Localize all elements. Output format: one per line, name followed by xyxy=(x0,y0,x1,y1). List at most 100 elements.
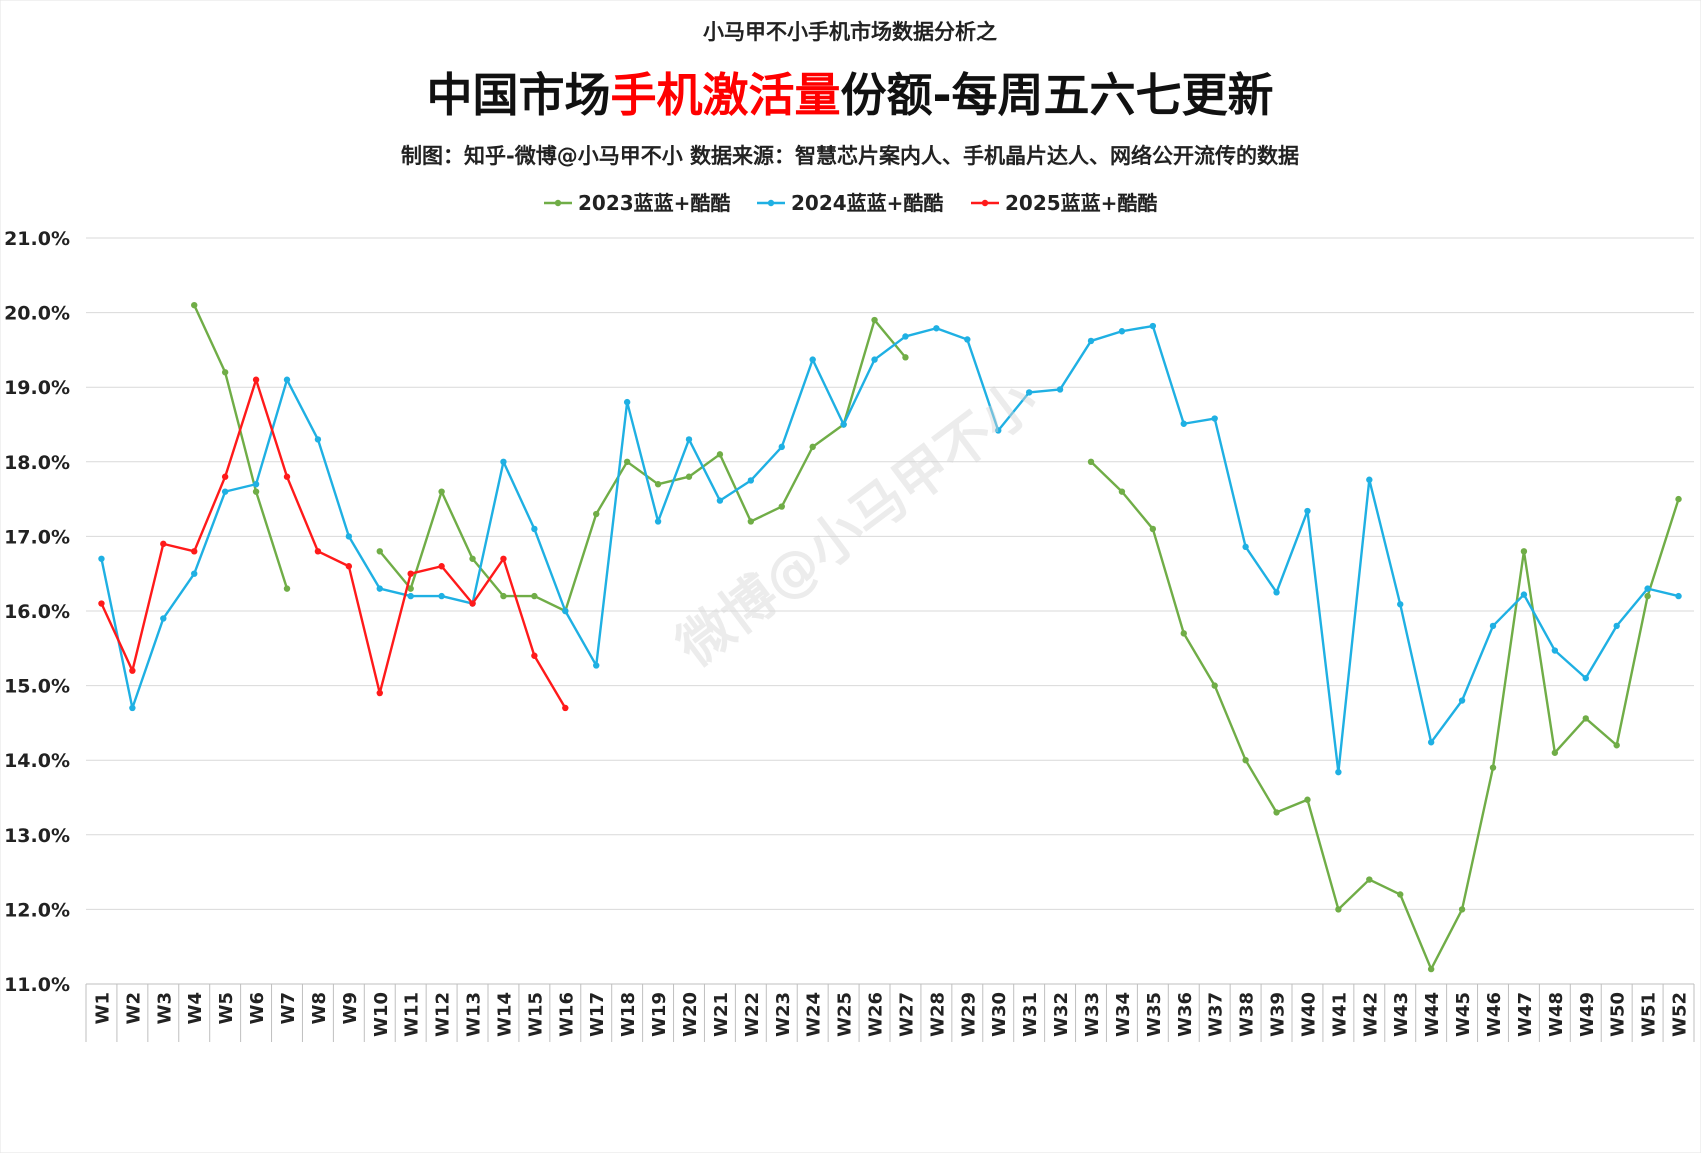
x-tick-label: W48 xyxy=(1546,992,1567,1037)
x-tick-label: W50 xyxy=(1608,992,1629,1037)
data-point xyxy=(1397,891,1404,898)
data-point xyxy=(376,585,383,592)
legend-swatch-marker xyxy=(981,199,989,207)
data-point xyxy=(747,477,755,484)
data-point xyxy=(1087,337,1095,345)
data-point xyxy=(1520,548,1528,555)
x-tick-label: W32 xyxy=(1051,992,1072,1037)
x-tick-label: W31 xyxy=(1020,992,1041,1037)
data-point xyxy=(1582,715,1589,722)
data-point xyxy=(871,356,878,363)
data-point xyxy=(1366,876,1373,883)
data-point xyxy=(283,585,291,592)
x-tick-label: W43 xyxy=(1391,992,1412,1037)
data-point xyxy=(1211,682,1218,689)
y-axis-ticks: 11.0% 12.0% 13.0% 14.0% 15.0% 16.0% 17.0% 18.0%… xyxy=(4,228,70,996)
data-point xyxy=(1397,601,1404,608)
data-point xyxy=(469,555,476,562)
data-point xyxy=(1644,585,1651,592)
data-point xyxy=(531,592,538,600)
data-point xyxy=(376,689,383,697)
y-tick-label: 15.0% xyxy=(4,676,70,698)
data-point xyxy=(531,525,538,533)
x-tick-label: W38 xyxy=(1237,992,1258,1037)
x-tick-label: W10 xyxy=(371,992,392,1037)
x-tick-label: W26 xyxy=(866,992,887,1037)
chart-title-highlight: 手机激活量 xyxy=(610,68,840,122)
data-point xyxy=(531,652,538,659)
data-point xyxy=(1551,749,1559,756)
data-point xyxy=(593,510,600,518)
x-tick-label: W45 xyxy=(1453,992,1474,1037)
chart-subtitle: 小马甲不小手机市场数据分析之 xyxy=(703,20,997,44)
series-line xyxy=(100,324,1679,774)
data-point xyxy=(1675,592,1682,600)
data-point xyxy=(252,376,260,383)
data-point xyxy=(1427,965,1435,973)
data-point xyxy=(1613,622,1620,630)
x-tick-label: W39 xyxy=(1268,992,1289,1037)
data-point xyxy=(933,325,940,332)
data-point xyxy=(1180,420,1187,427)
x-tick-label: W40 xyxy=(1298,992,1319,1037)
x-tick-label: W4 xyxy=(185,992,206,1024)
legend-item: 2025蓝蓝+酷酷 xyxy=(971,191,1157,215)
x-tick-label: W37 xyxy=(1206,992,1227,1037)
y-tick-label: 20.0% xyxy=(4,303,70,325)
data-point xyxy=(500,458,507,465)
data-point xyxy=(221,473,229,480)
data-point xyxy=(593,662,600,669)
data-point xyxy=(283,473,291,480)
data-point xyxy=(1613,742,1620,749)
x-tick-label: W35 xyxy=(1144,992,1165,1037)
y-tick-label: 11.0% xyxy=(4,974,70,996)
data-point xyxy=(191,301,198,309)
y-tick-label: 14.0% xyxy=(4,750,70,772)
data-point xyxy=(252,480,260,488)
chart-credit: 制图：知乎-微博@小马甲不小 数据来源：智慧芯片案内人、手机晶片达人、网络公开流… xyxy=(401,144,1299,168)
y-tick-label: 12.0% xyxy=(4,899,70,921)
x-tick-label: W11 xyxy=(402,992,423,1037)
data-point xyxy=(1366,476,1373,483)
data-point xyxy=(685,473,693,480)
y-tick-label: 16.0% xyxy=(4,601,70,623)
data-point xyxy=(1489,622,1497,630)
x-tick-label: W52 xyxy=(1670,992,1691,1037)
x-tick-label: W20 xyxy=(680,992,701,1037)
x-tick-label: W2 xyxy=(123,992,144,1024)
data-point xyxy=(654,518,662,525)
x-tick-label: W47 xyxy=(1515,992,1536,1037)
x-tick-label: W17 xyxy=(587,992,608,1037)
data-point xyxy=(98,555,105,562)
data-point xyxy=(1335,768,1342,776)
chart-legend: 2023蓝蓝+酷酷 2024蓝蓝+酷酷 2025蓝蓝+酷酷 xyxy=(544,191,1157,215)
x-tick-label: W28 xyxy=(927,992,948,1037)
series-line xyxy=(100,378,567,709)
data-point xyxy=(314,548,322,555)
data-point xyxy=(747,518,755,525)
data-point xyxy=(160,615,167,622)
data-point xyxy=(129,667,136,674)
data-point xyxy=(1551,647,1559,654)
data-point xyxy=(562,607,569,615)
data-point xyxy=(1304,507,1311,515)
data-point xyxy=(129,704,136,712)
x-tick-label: W49 xyxy=(1577,992,1598,1037)
data-point xyxy=(1582,674,1589,682)
x-tick-label: W3 xyxy=(154,992,175,1024)
chart-title-part2: 份额-每周五六七更新 xyxy=(840,68,1273,122)
data-point xyxy=(98,600,105,607)
y-tick-label: 18.0% xyxy=(4,452,70,474)
data-point xyxy=(407,570,414,577)
legend-swatch-marker xyxy=(554,199,562,207)
data-point xyxy=(1149,525,1157,533)
data-point xyxy=(562,704,569,712)
legend-item: 2024蓝蓝+酷酷 xyxy=(757,191,943,215)
data-point xyxy=(1458,906,1466,913)
data-point xyxy=(1087,458,1095,465)
x-tick-label: W51 xyxy=(1639,992,1660,1037)
series-line xyxy=(378,318,907,613)
data-point xyxy=(840,421,847,428)
data-point xyxy=(1427,739,1435,746)
